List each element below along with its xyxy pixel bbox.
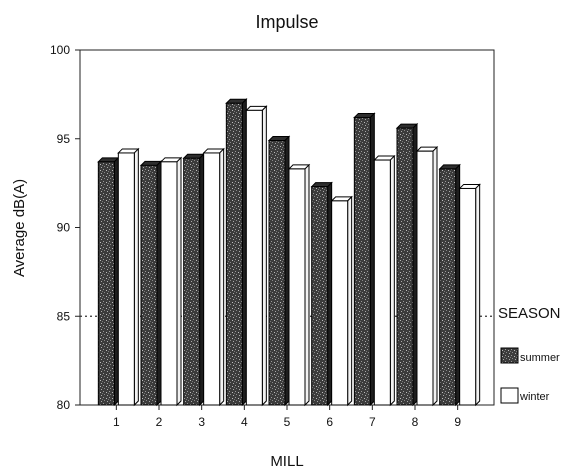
- bar-side-summer: [156, 160, 162, 407]
- bar-summer-mill-6: [311, 186, 329, 406]
- bar-side-winter: [389, 154, 395, 407]
- bar-winter-mill-7: [373, 159, 391, 406]
- bar-side-summer: [113, 156, 119, 407]
- bar-side-winter: [304, 163, 310, 407]
- bar-side-winter: [432, 145, 438, 407]
- bar-winter-mill-2: [160, 161, 178, 406]
- bar-winter-mill-8: [416, 150, 434, 406]
- bar-winter-mill-3: [203, 152, 221, 406]
- x-tick-label: 5: [284, 415, 291, 429]
- x-axis-label: MILL: [270, 453, 303, 470]
- bar-side-summer: [199, 153, 205, 407]
- bar-side-winter: [133, 147, 139, 407]
- bar-side-summer: [284, 135, 290, 407]
- legend-label-winter: winter: [519, 391, 550, 403]
- legend-swatch-winter: [500, 387, 519, 404]
- x-tick-label: 6: [326, 415, 333, 429]
- x-tick-label: 3: [198, 415, 205, 429]
- bar-winter-mill-6: [331, 200, 349, 406]
- bar-side-summer: [327, 181, 333, 407]
- chart-title: Impulse: [255, 12, 318, 32]
- bar-side-winter: [347, 195, 353, 407]
- y-tick-label: 95: [57, 132, 71, 146]
- y-axis-label: Average dB(A): [11, 179, 28, 277]
- y-tick-label: 85: [57, 309, 71, 323]
- bar-side-winter: [176, 156, 182, 407]
- x-tick-label: 9: [454, 415, 461, 429]
- bar-side-summer: [241, 98, 247, 407]
- bar-summer-mill-1: [97, 161, 115, 406]
- x-tick-label: 1: [113, 415, 120, 429]
- bar-summer-mill-3: [183, 157, 201, 406]
- bar-winter-mill-9: [459, 187, 477, 406]
- y-tick-label: 90: [57, 221, 71, 235]
- bar-summer-mill-9: [439, 168, 457, 406]
- bar-summer-mill-4: [225, 102, 243, 406]
- bar-summer-mill-8: [396, 127, 414, 406]
- legend-title: SEASON: [498, 305, 561, 322]
- x-axis: 1 2 3 4 5 6 7 8 9: [113, 405, 461, 429]
- bar-side-summer: [412, 122, 418, 407]
- x-tick-label: 7: [369, 415, 376, 429]
- bar-side-winter: [219, 147, 225, 407]
- bar-winter-mill-1: [117, 152, 135, 406]
- bar-side-summer: [455, 163, 461, 407]
- bar-side-winter: [475, 183, 481, 407]
- bar-side-winter: [261, 105, 267, 407]
- bars-group: [97, 98, 481, 407]
- bar-winter-mill-4: [245, 109, 263, 406]
- bar-winter-mill-5: [288, 168, 306, 406]
- y-axis: 80 85 90 95 100: [50, 43, 80, 412]
- x-tick-label: 2: [156, 415, 163, 429]
- y-tick-label: 80: [57, 398, 71, 412]
- bar-side-summer: [369, 112, 375, 407]
- legend-label-summer: summer: [520, 352, 560, 364]
- x-tick-label: 8: [412, 415, 419, 429]
- x-tick-label: 4: [241, 415, 248, 429]
- bar-summer-mill-5: [268, 140, 286, 406]
- bar-summer-mill-2: [140, 164, 158, 406]
- legend-swatch-summer: [500, 347, 519, 364]
- bar-summer-mill-7: [353, 116, 371, 406]
- y-tick-label: 100: [50, 43, 70, 57]
